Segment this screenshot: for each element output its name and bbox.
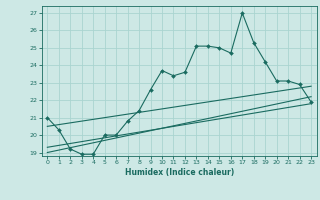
X-axis label: Humidex (Indice chaleur): Humidex (Indice chaleur) [124, 168, 234, 177]
